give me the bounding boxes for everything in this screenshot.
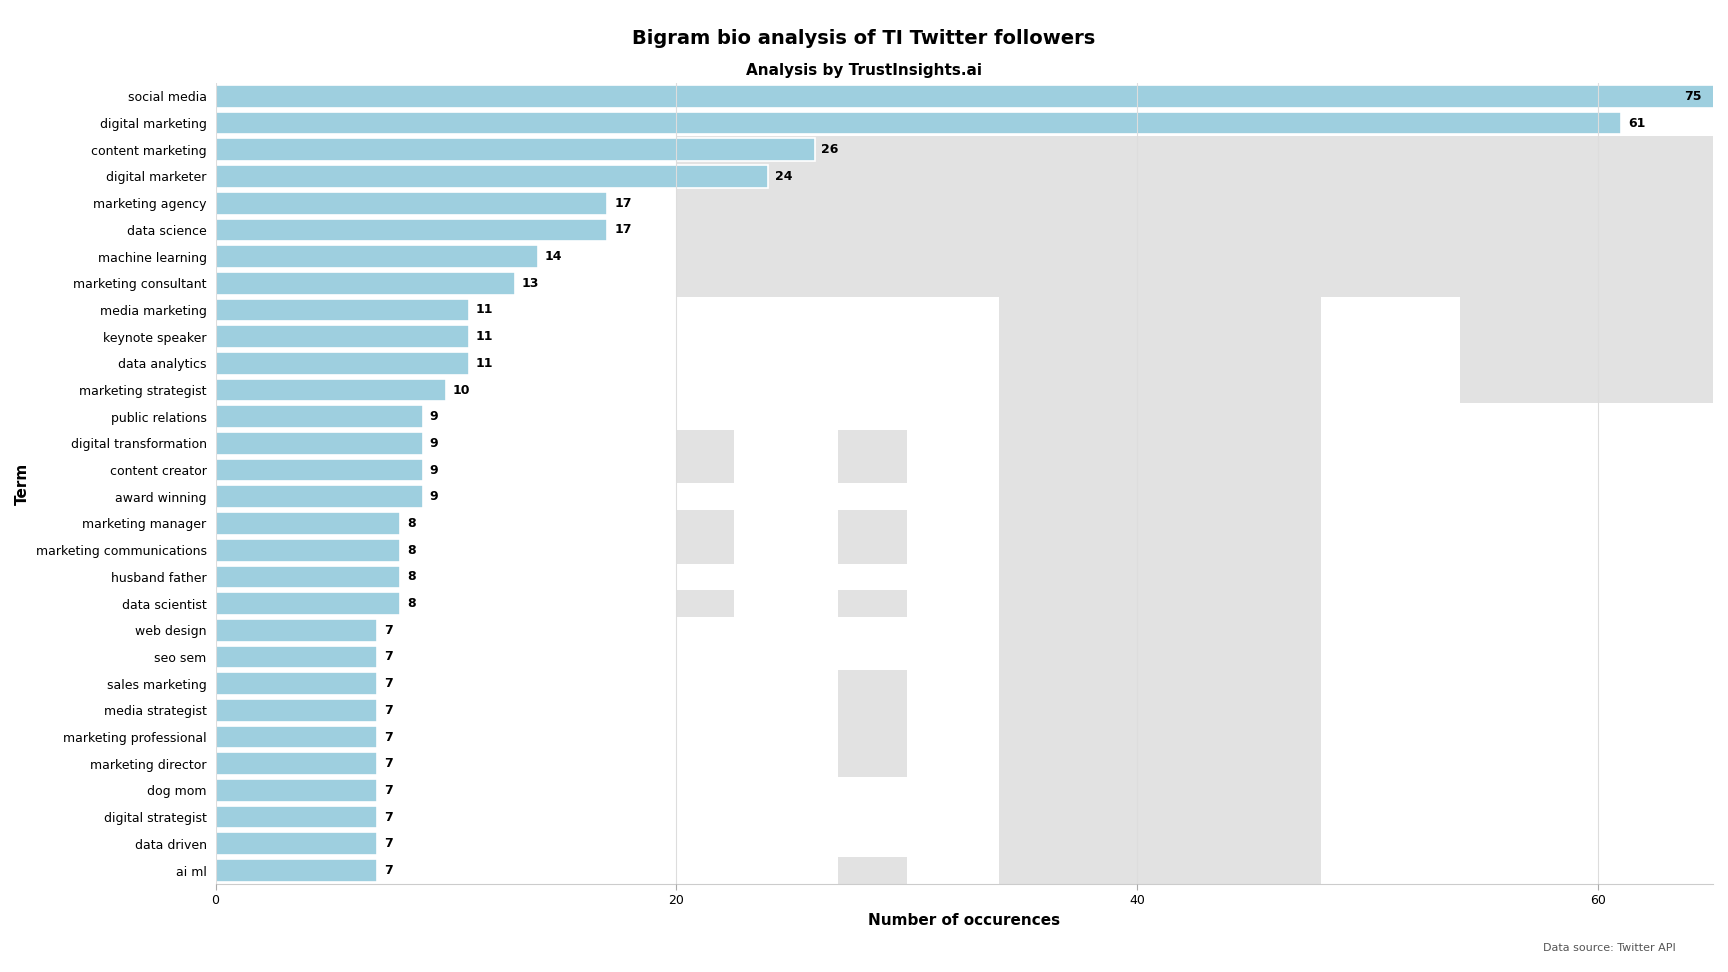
Bar — [216, 619, 377, 642]
Bar — [216, 191, 607, 215]
Text: 8: 8 — [406, 597, 415, 610]
Bar — [216, 138, 814, 161]
Text: 8: 8 — [406, 543, 415, 557]
Text: 9: 9 — [430, 490, 439, 503]
Bar — [838, 590, 907, 617]
Bar — [216, 245, 537, 268]
Text: Analysis by TrustInsights.ai: Analysis by TrustInsights.ai — [746, 63, 982, 78]
Bar — [676, 510, 734, 564]
Text: 14: 14 — [544, 250, 563, 263]
Bar — [216, 832, 377, 855]
Text: 9: 9 — [430, 464, 439, 476]
Text: 7: 7 — [384, 784, 392, 797]
Bar — [216, 673, 377, 695]
Bar — [216, 352, 468, 374]
Bar — [1045, 671, 1125, 724]
Bar — [216, 859, 377, 882]
Bar — [216, 512, 399, 535]
Bar — [1460, 296, 1712, 403]
X-axis label: Number of occurences: Number of occurences — [867, 913, 1061, 928]
Bar — [216, 726, 377, 748]
Text: 7: 7 — [384, 624, 392, 637]
Text: 8: 8 — [406, 571, 415, 583]
Bar — [216, 85, 1728, 108]
Bar — [216, 645, 377, 669]
Text: 24: 24 — [776, 170, 793, 183]
Bar — [216, 165, 769, 188]
Text: 26: 26 — [821, 143, 838, 156]
Bar — [838, 724, 907, 777]
Bar — [838, 510, 907, 564]
Bar — [676, 430, 734, 483]
Y-axis label: Term: Term — [16, 463, 29, 504]
Bar — [1045, 724, 1125, 830]
Bar — [216, 780, 377, 802]
Text: 7: 7 — [384, 811, 392, 823]
Text: 8: 8 — [406, 517, 415, 530]
Text: 11: 11 — [475, 330, 494, 343]
Text: 13: 13 — [522, 277, 539, 290]
Text: 11: 11 — [475, 303, 494, 317]
Bar — [216, 326, 468, 348]
Text: 9: 9 — [430, 436, 439, 450]
Text: 7: 7 — [384, 757, 392, 770]
Bar — [216, 485, 423, 508]
Bar — [216, 272, 515, 295]
Bar — [216, 699, 377, 721]
Text: 7: 7 — [384, 650, 392, 664]
Text: 75: 75 — [1685, 89, 1702, 103]
Text: 17: 17 — [613, 196, 632, 210]
Text: 61: 61 — [1628, 117, 1645, 129]
Text: 7: 7 — [384, 864, 392, 877]
Text: 7: 7 — [384, 677, 392, 690]
Text: 7: 7 — [384, 731, 392, 744]
Text: 17: 17 — [613, 224, 632, 236]
Bar — [216, 538, 399, 562]
Bar — [676, 590, 734, 617]
Bar — [216, 806, 377, 828]
Text: 7: 7 — [384, 837, 392, 850]
Bar — [216, 566, 399, 588]
Bar — [216, 298, 468, 322]
Bar — [1045, 403, 1125, 483]
Bar — [838, 857, 907, 884]
Text: Bigram bio analysis of TI Twitter followers: Bigram bio analysis of TI Twitter follow… — [632, 29, 1096, 49]
Bar — [216, 219, 607, 241]
Bar — [216, 752, 377, 775]
Bar — [676, 136, 1712, 296]
Bar — [999, 296, 1322, 884]
Text: 7: 7 — [384, 704, 392, 717]
Bar — [216, 459, 423, 481]
Text: 11: 11 — [475, 357, 494, 369]
Bar — [1045, 510, 1125, 617]
Bar — [838, 671, 907, 724]
Text: 10: 10 — [453, 384, 470, 397]
Bar — [216, 405, 423, 428]
Bar — [216, 433, 423, 455]
Bar — [216, 112, 1621, 134]
Bar — [216, 592, 399, 615]
Text: 9: 9 — [430, 410, 439, 423]
Text: Data source: Twitter API: Data source: Twitter API — [1543, 943, 1676, 953]
Bar — [216, 379, 446, 401]
Bar — [838, 430, 907, 483]
